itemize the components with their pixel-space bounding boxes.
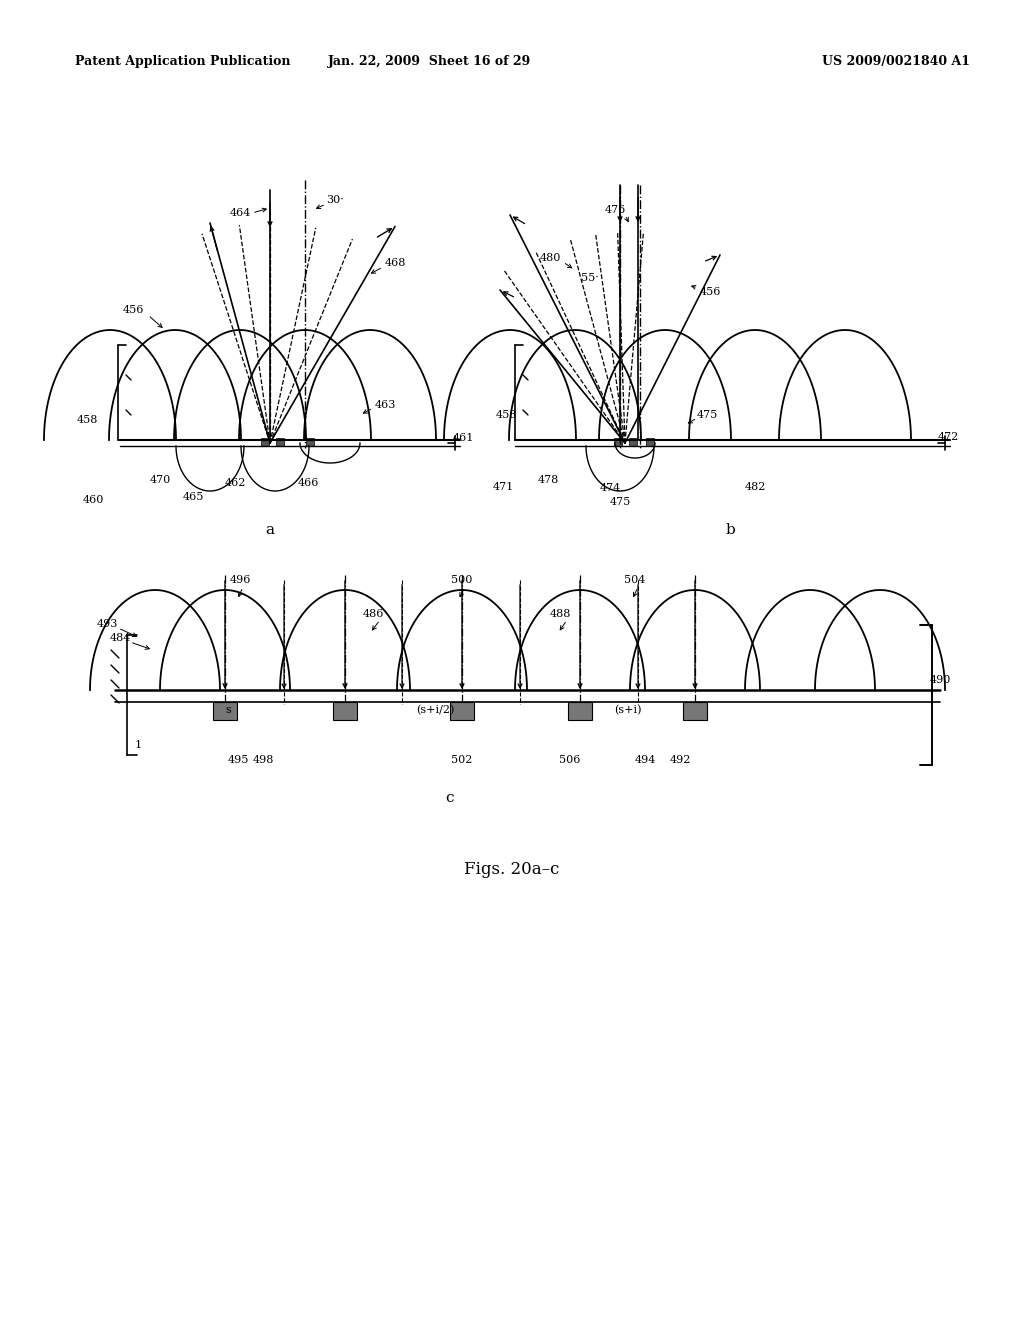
Text: 474: 474 (599, 483, 621, 492)
Text: 480: 480 (540, 253, 561, 263)
Text: 496: 496 (229, 576, 251, 585)
Bar (683, 702, 707, 719)
Text: 475: 475 (696, 411, 718, 420)
Text: c: c (445, 791, 455, 805)
Text: 484: 484 (110, 634, 131, 643)
Text: 465: 465 (182, 492, 204, 502)
Text: a: a (265, 523, 274, 537)
Bar (213, 702, 237, 719)
Text: 493: 493 (96, 619, 118, 630)
Text: US 2009/0021840 A1: US 2009/0021840 A1 (822, 55, 970, 69)
Text: b: b (725, 523, 735, 537)
Bar (568, 702, 592, 719)
Text: 466: 466 (297, 478, 318, 488)
Text: 502: 502 (452, 755, 473, 766)
Text: 458: 458 (77, 414, 97, 425)
Bar (646, 438, 654, 446)
Text: 490: 490 (930, 675, 950, 685)
Text: 55·: 55· (582, 273, 599, 282)
Text: 506: 506 (559, 755, 581, 766)
Text: 495: 495 (227, 755, 249, 766)
Text: 486: 486 (362, 609, 384, 619)
Text: 488: 488 (549, 609, 570, 619)
Text: Patent Application Publication: Patent Application Publication (75, 55, 291, 69)
Text: 1: 1 (134, 741, 141, 750)
Text: 471: 471 (493, 482, 514, 492)
Text: 462: 462 (224, 478, 246, 488)
Text: s: s (225, 705, 230, 715)
Text: 500: 500 (452, 576, 473, 585)
Text: 492: 492 (670, 755, 690, 766)
Text: 498: 498 (252, 755, 273, 766)
Text: 494: 494 (634, 755, 655, 766)
Text: 482: 482 (744, 482, 766, 492)
Text: 476: 476 (604, 205, 626, 215)
Text: 478: 478 (538, 475, 559, 484)
Text: (s+i/2): (s+i/2) (416, 705, 455, 715)
Text: 460: 460 (82, 495, 103, 506)
Text: Figs. 20a–c: Figs. 20a–c (464, 862, 560, 879)
Bar (614, 438, 622, 446)
Text: 456: 456 (699, 286, 721, 297)
Text: 30·: 30· (326, 195, 344, 205)
Bar (629, 438, 637, 446)
Text: 461: 461 (453, 433, 474, 444)
Text: 458: 458 (496, 411, 517, 420)
Text: 456: 456 (122, 305, 143, 315)
Bar (333, 702, 357, 719)
Text: Jan. 22, 2009  Sheet 16 of 29: Jan. 22, 2009 Sheet 16 of 29 (329, 55, 531, 69)
Text: 475: 475 (609, 498, 631, 507)
Text: 463: 463 (375, 400, 395, 411)
Text: 464: 464 (229, 209, 251, 218)
Bar (450, 702, 474, 719)
Bar (261, 438, 269, 446)
Text: 504: 504 (625, 576, 646, 585)
Text: (s+i): (s+i) (614, 705, 642, 715)
Text: 472: 472 (937, 432, 958, 442)
Text: 470: 470 (150, 475, 171, 484)
Text: 468: 468 (384, 257, 406, 268)
Bar (276, 438, 284, 446)
Bar (306, 438, 314, 446)
